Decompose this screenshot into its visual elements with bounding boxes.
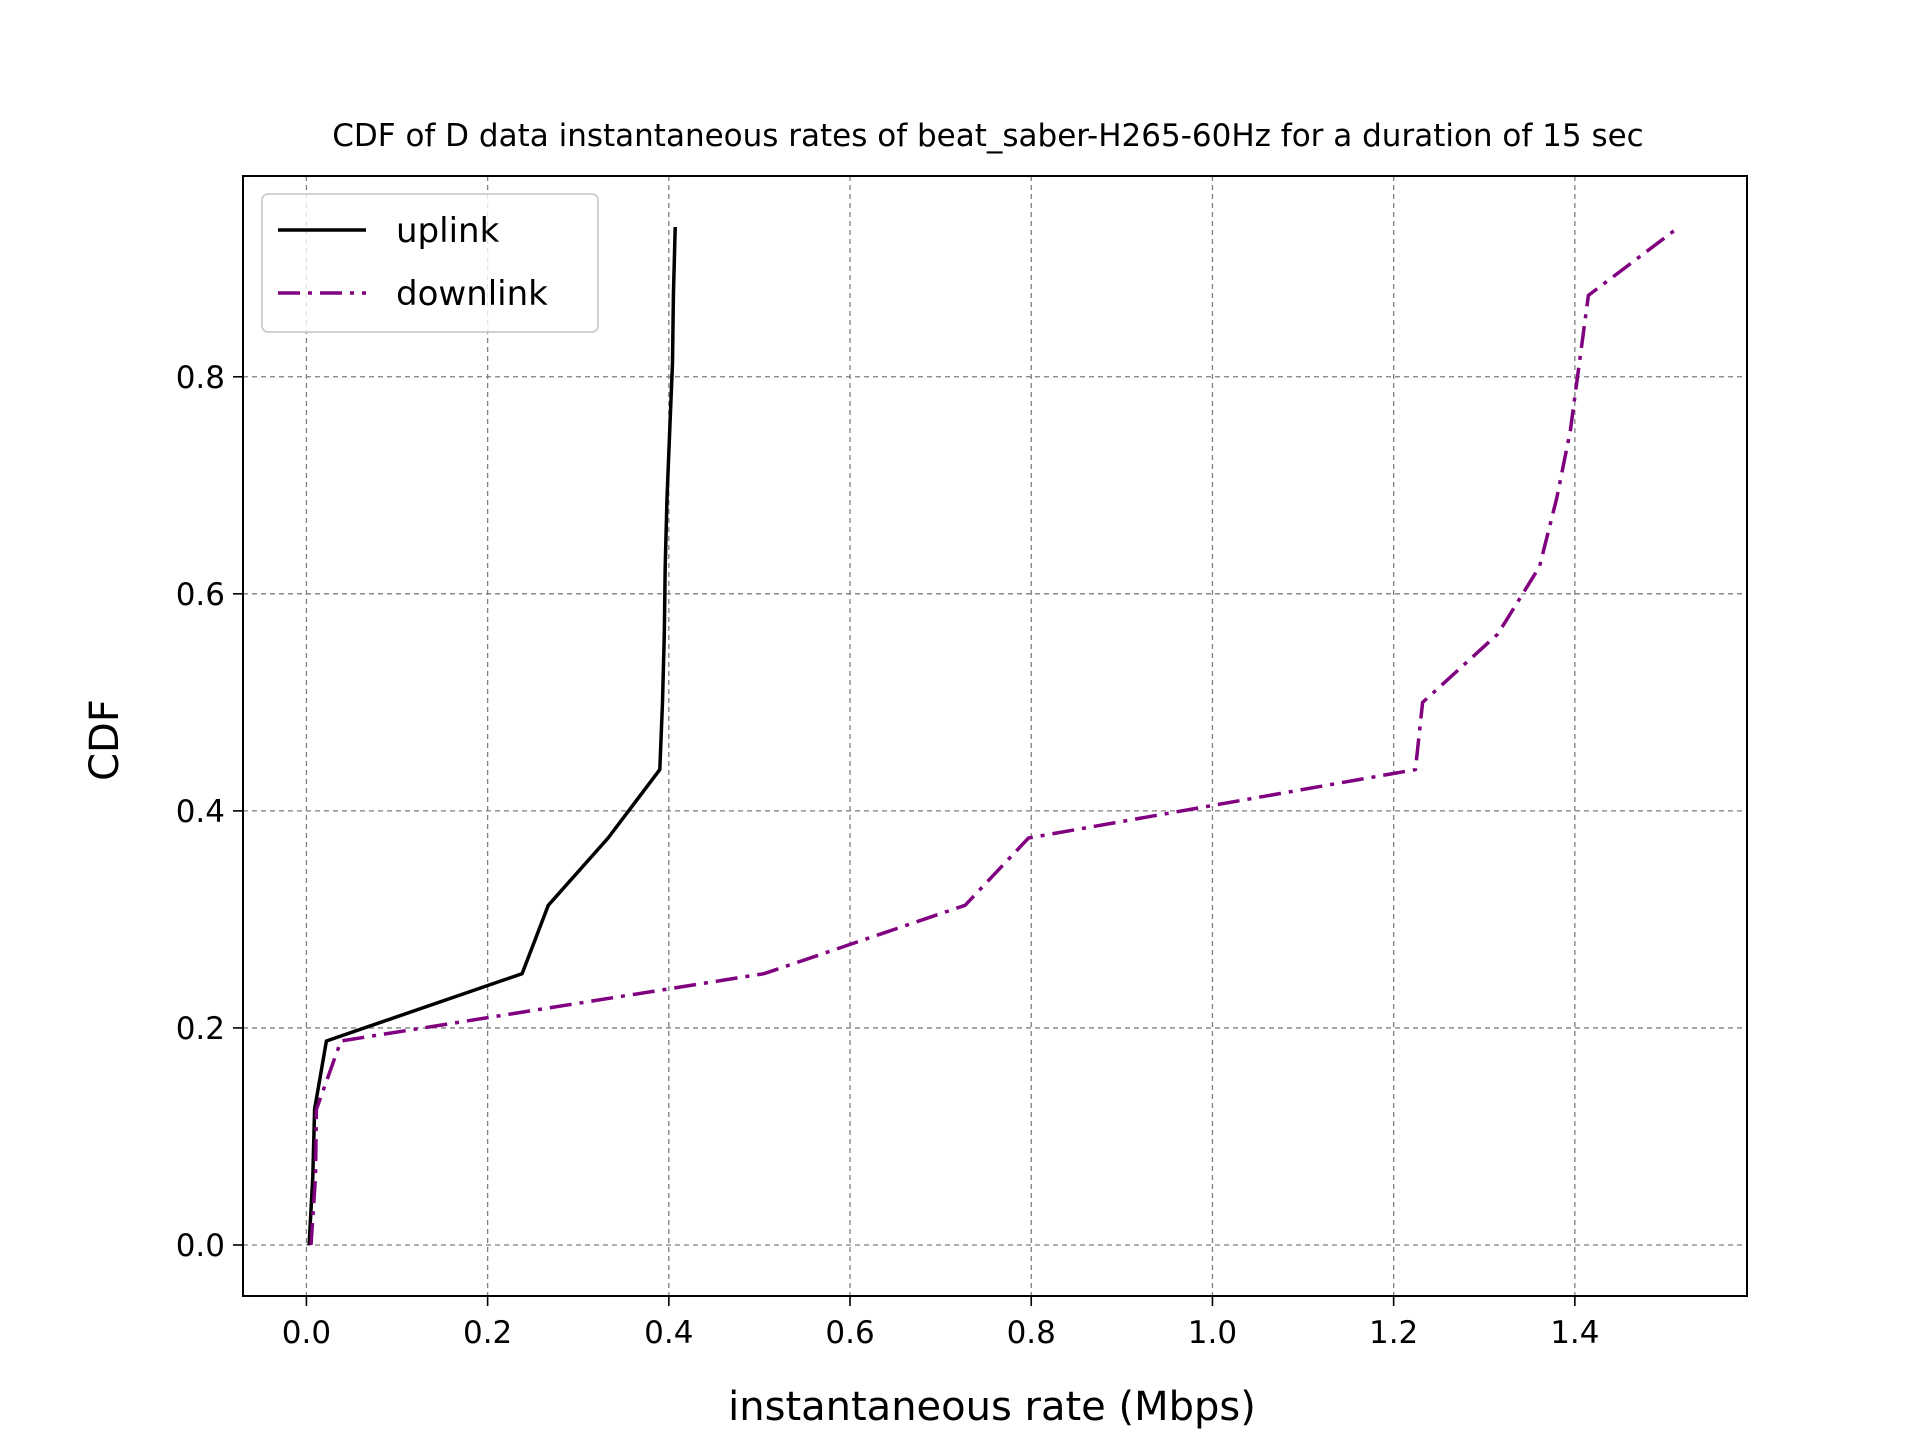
y-tick-label: 0.8 xyxy=(176,360,225,396)
plot-area-frame xyxy=(242,175,1748,1297)
legend-label-uplink: uplink xyxy=(396,211,500,251)
y-tick-label: 0.0 xyxy=(176,1228,225,1264)
x-tick-label: 1.2 xyxy=(1369,1315,1418,1351)
x-tick-label: 1.4 xyxy=(1550,1315,1599,1351)
x-axis-label: instantaneous rate (Mbps) xyxy=(728,1384,1256,1430)
legend-label-downlink: downlink xyxy=(396,274,548,314)
x-tick-label: 0.6 xyxy=(825,1315,874,1351)
y-tick-label: 0.2 xyxy=(176,1011,225,1047)
y-tick-label: 0.6 xyxy=(176,577,225,613)
x-tick-label: 0.0 xyxy=(282,1315,331,1351)
legend: uplink downlink xyxy=(261,193,599,333)
chart-title: CDF of D data instantaneous rates of bea… xyxy=(332,118,1643,154)
x-tick-label: 0.8 xyxy=(1007,1315,1056,1351)
x-tick-label: 0.2 xyxy=(463,1315,512,1351)
grid xyxy=(243,176,1747,1296)
series-lines xyxy=(307,225,1681,1246)
series-line-downlink xyxy=(309,225,1681,1246)
y-axis-label: CDF xyxy=(82,699,128,781)
series-line-uplink xyxy=(307,226,677,1246)
x-tick-label: 1.0 xyxy=(1188,1315,1237,1351)
axis-ticks: 0.0 0.2 0.4 0.6 0.8 1.0 1.2 1.4 0.0 0.2 0.4 0.6 0.8 xyxy=(176,360,1600,1351)
x-tick-label: 0.4 xyxy=(644,1315,693,1351)
y-tick-label: 0.4 xyxy=(176,794,225,830)
